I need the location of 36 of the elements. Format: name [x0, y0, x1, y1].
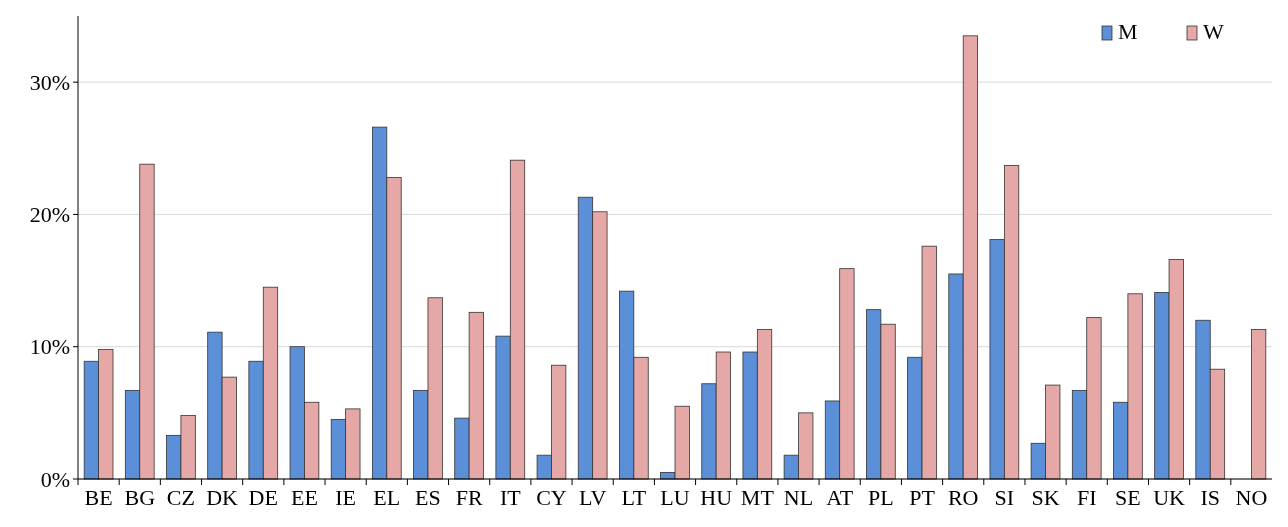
y-tick-label: 0%	[40, 466, 70, 492]
x-tick-label: PT	[909, 485, 936, 510]
x-tick-label: HU	[700, 485, 733, 510]
x-tick-label: MT	[740, 485, 775, 510]
x-tick-label: LV	[579, 485, 607, 510]
x-tick-label: BE	[84, 485, 113, 510]
x-tick-label: ES	[415, 485, 441, 510]
x-tick-label: SK	[1031, 485, 1060, 510]
legend-label: M	[1118, 19, 1138, 44]
x-tick-label: FR	[455, 485, 483, 510]
y-tick-label: 30%	[29, 69, 70, 95]
x-tick-label: CZ	[166, 485, 195, 510]
y-tick-label: 20%	[29, 202, 70, 228]
y-tick-label: 10%	[29, 334, 70, 360]
x-tick-label: CY	[536, 485, 567, 510]
x-tick-label: SI	[994, 485, 1015, 510]
x-tick-label: NO	[1235, 485, 1268, 510]
x-tick-label: RO	[947, 485, 979, 510]
x-tick-label: EL	[373, 485, 401, 510]
x-tick-label: BG	[124, 485, 156, 510]
x-tick-label: UK	[1153, 485, 1186, 510]
x-tick-label: PL	[868, 485, 894, 510]
x-tick-label: AT	[826, 485, 854, 510]
x-tick-label: FI	[1076, 485, 1097, 510]
x-tick-label: EE	[291, 485, 318, 510]
x-tick-label: IE	[335, 485, 356, 510]
legend-label: W	[1203, 19, 1224, 44]
x-tick-label: NL	[783, 485, 814, 510]
x-tick-label: DE	[248, 485, 278, 510]
bar	[1251, 329, 1267, 480]
x-tick-label: LT	[621, 485, 647, 510]
x-tick-label: LU	[660, 485, 690, 510]
x-tick-label: IS	[1200, 485, 1221, 510]
x-tick-label: SE	[1115, 485, 1141, 510]
x-tick-label: IT	[499, 485, 522, 510]
x-tick-label: DK	[206, 485, 239, 510]
